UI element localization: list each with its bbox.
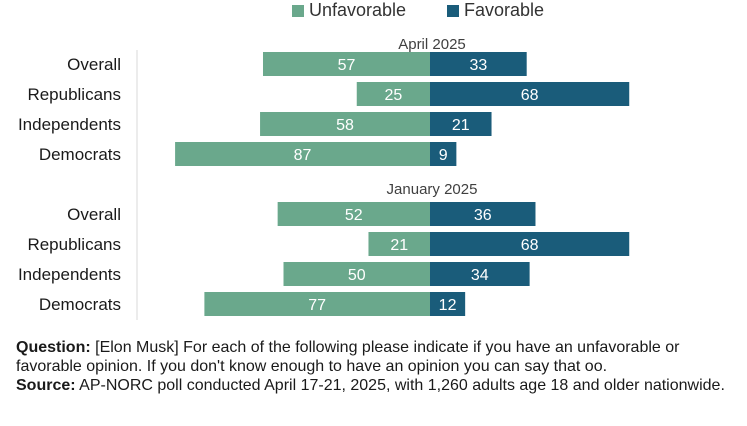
legend-item-unfavorable: Unfavorable <box>292 0 406 21</box>
bar-unfavorable <box>356 82 430 106</box>
bar-unfavorable <box>204 292 430 316</box>
data-label-favorable: 12 <box>439 297 457 314</box>
bar-favorable <box>430 202 536 226</box>
category-label: Democrats <box>39 295 121 314</box>
diverging-bar-chart: April 2025 Overall 57 33 Republicans 25 68 Inde… <box>18 36 630 320</box>
data-label-favorable: 36 <box>474 207 492 224</box>
chart-notes: Question: [Elon Musk] For each of the fo… <box>16 338 731 395</box>
question-label: Question: <box>16 339 91 356</box>
legend-swatch-favorable <box>447 4 459 17</box>
data-label-unfavorable: 21 <box>390 237 408 254</box>
data-label-favorable: 68 <box>521 87 539 104</box>
question-note: Question: [Elon Musk] For each of the fo… <box>16 338 731 376</box>
category-label: Republicans <box>27 85 121 104</box>
category-label: Overall <box>67 55 121 74</box>
category-label: Independents <box>18 115 121 134</box>
category-label: Democrats <box>39 145 121 164</box>
bar-unfavorable <box>260 112 430 136</box>
group-title: April 2025 <box>398 36 466 53</box>
legend-label-favorable: Favorable <box>464 0 545 20</box>
bar-unfavorable <box>175 142 430 166</box>
bar-favorable <box>430 142 457 166</box>
category-label: Republicans <box>27 235 121 254</box>
question-text: [Elon Musk] For each of the following pl… <box>16 339 680 375</box>
chart-legend: Unfavorable Favorable <box>0 0 747 22</box>
bar-favorable <box>430 232 630 256</box>
legend-label-unfavorable: Unfavorable <box>309 0 407 20</box>
data-label-unfavorable: 87 <box>294 147 312 164</box>
bar-favorable <box>430 82 630 106</box>
category-label: Independents <box>18 265 121 284</box>
bar-favorable <box>430 52 527 76</box>
bar-favorable <box>430 292 466 316</box>
bar-unfavorable <box>368 232 430 256</box>
data-label-unfavorable: 58 <box>336 117 354 134</box>
data-label-favorable: 68 <box>521 237 539 254</box>
bar-unfavorable <box>283 262 430 286</box>
data-label-unfavorable: 77 <box>308 297 326 314</box>
source-note: Source: AP-NORC poll conducted April 17-… <box>16 376 731 395</box>
bar-unfavorable <box>262 52 430 76</box>
data-label-favorable: 34 <box>471 267 489 284</box>
bar-favorable <box>430 262 530 286</box>
legend-swatch-unfavorable <box>292 4 304 17</box>
legend-item-favorable: Favorable <box>447 0 544 21</box>
data-label-unfavorable: 25 <box>384 87 402 104</box>
source-label: Source: <box>16 377 76 394</box>
data-label-favorable: 33 <box>469 57 487 74</box>
data-label-favorable: 21 <box>452 117 470 134</box>
data-label-favorable: 9 <box>439 147 448 164</box>
data-label-unfavorable: 57 <box>338 57 356 74</box>
data-label-unfavorable: 50 <box>348 267 366 284</box>
data-label-unfavorable: 52 <box>345 207 363 224</box>
bar-favorable <box>430 112 492 136</box>
bar-unfavorable <box>277 202 430 226</box>
group-title: January 2025 <box>387 181 478 198</box>
category-label: Overall <box>67 205 121 224</box>
source-text: AP-NORC poll conducted April 17-21, 2025… <box>79 377 725 394</box>
